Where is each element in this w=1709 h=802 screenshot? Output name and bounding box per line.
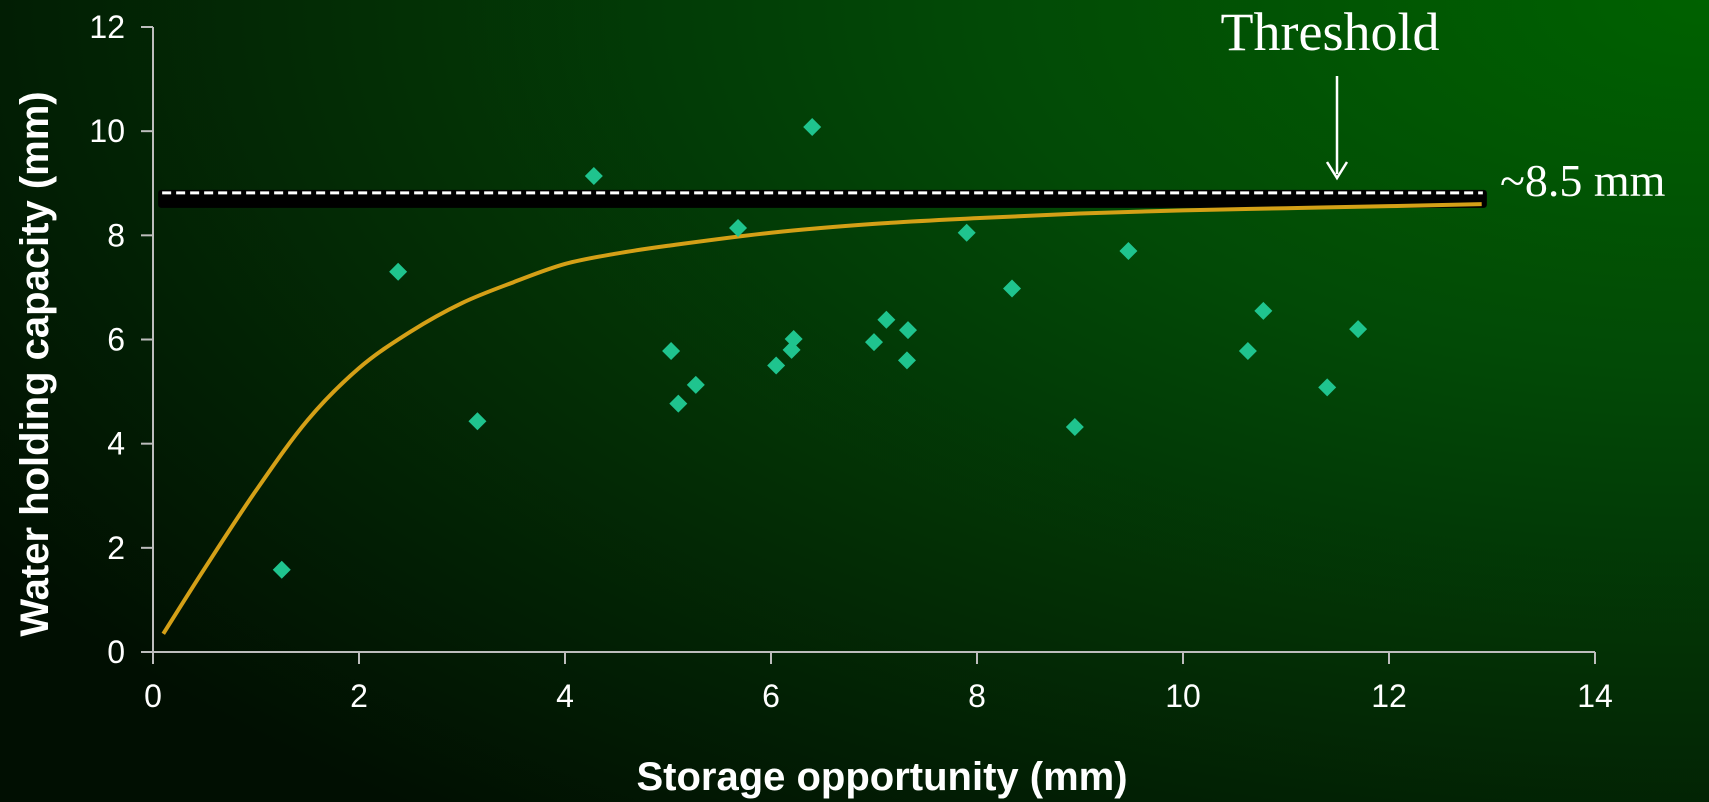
x-axis-ticks: 0 2 4 6 8 10 12 14 [144, 652, 1613, 714]
data-point [669, 394, 688, 413]
data-point [584, 166, 603, 185]
data-point [1238, 341, 1257, 360]
data-point [662, 341, 681, 360]
x-tick-label: 2 [350, 678, 368, 714]
data-point [272, 560, 291, 579]
data-point [729, 219, 748, 238]
data-point [1318, 378, 1337, 397]
data-point [686, 375, 705, 394]
y-tick-label: 2 [107, 530, 125, 566]
fit-curve [161, 202, 1482, 635]
data-point [803, 118, 822, 136]
y-tick-label: 8 [107, 217, 125, 253]
y-axis-title: Water holding capacity (mm) [13, 91, 57, 636]
data-point [1254, 301, 1273, 320]
y-tick-label: 0 [107, 634, 125, 670]
y-tick-label: 10 [89, 113, 125, 149]
data-point [1119, 241, 1138, 260]
data-point [468, 412, 487, 431]
data-point [957, 223, 976, 242]
data-point [877, 310, 896, 329]
y-tick-label: 12 [89, 9, 125, 45]
data-points [272, 118, 1368, 579]
data-point [784, 329, 803, 348]
data-point [389, 262, 408, 281]
threshold-label: Threshold [1221, 2, 1440, 62]
y-tick-label: 6 [107, 322, 125, 358]
x-tick-label: 8 [968, 678, 986, 714]
y-tick-label: 4 [107, 426, 125, 462]
data-point [897, 351, 916, 370]
x-tick-label: 6 [762, 678, 780, 714]
data-point [767, 356, 786, 375]
threshold-arrow [1325, 76, 1349, 181]
x-tick-label: 0 [144, 678, 162, 714]
x-tick-label: 10 [1165, 678, 1201, 714]
x-axis-title: Storage opportunity (mm) [636, 755, 1127, 799]
x-tick-label: 4 [556, 678, 574, 714]
data-point [1349, 320, 1368, 339]
data-point [865, 333, 883, 352]
data-point [1003, 279, 1022, 298]
threshold-value-label: ~8.5 mm [1500, 155, 1666, 206]
data-point [898, 321, 917, 340]
data-point [1065, 418, 1084, 436]
x-tick-label: 14 [1577, 678, 1613, 714]
x-tick-label: 12 [1371, 678, 1407, 714]
y-axis-ticks: 0 2 4 6 8 10 12 [89, 9, 153, 670]
